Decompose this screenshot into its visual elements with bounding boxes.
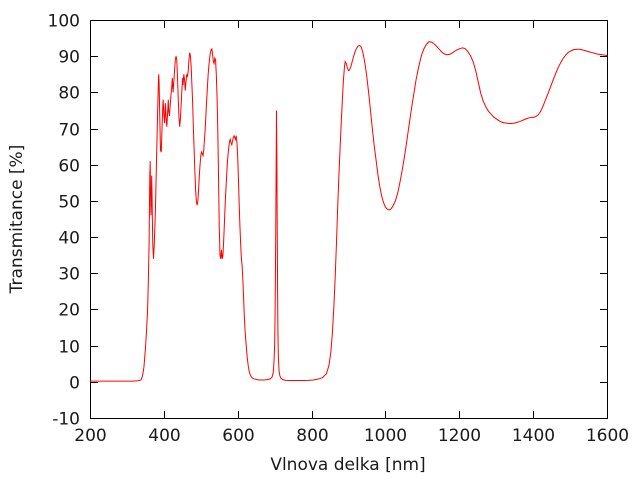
y-tick-label: 80	[58, 84, 80, 104]
y-tick-label: 100	[48, 12, 80, 32]
x-tick-label: 1600	[586, 426, 629, 446]
y-axis-title: Transmitance [%]	[7, 145, 27, 295]
x-tick-label: 600	[222, 426, 254, 446]
x-tick-label: 1200	[438, 426, 481, 446]
tick-labels: 200 400 600 800 1000 1200 1400 1600 -10 0 10 20 30 40…	[48, 12, 630, 447]
y-tick-label: 70	[58, 121, 80, 141]
y-tick-label: 20	[58, 301, 80, 321]
x-tick-label: 1000	[364, 426, 407, 446]
x-tick-label: 400	[148, 426, 180, 446]
y-tick-label: -10	[52, 410, 80, 430]
plot-border	[90, 20, 608, 419]
x-tick-label: 800	[296, 426, 328, 446]
x-tick-label: 1400	[512, 426, 555, 446]
y-tick-label: 30	[58, 265, 80, 285]
y-tick-label: 10	[58, 338, 80, 358]
transmittance-curve	[90, 41, 608, 382]
plot-frame	[90, 20, 608, 419]
y-tick-label: 50	[58, 193, 80, 213]
y-tick-label: 0	[69, 374, 80, 394]
y-tick-label: 90	[58, 48, 80, 68]
axis-ticks	[90, 20, 608, 419]
y-tick-label: 40	[58, 229, 80, 249]
curve-group	[90, 41, 608, 382]
y-tick-label: 60	[58, 157, 80, 177]
x-axis-title: Vlnova delka [nm]	[270, 455, 425, 475]
x-tick-label: 200	[74, 426, 106, 446]
